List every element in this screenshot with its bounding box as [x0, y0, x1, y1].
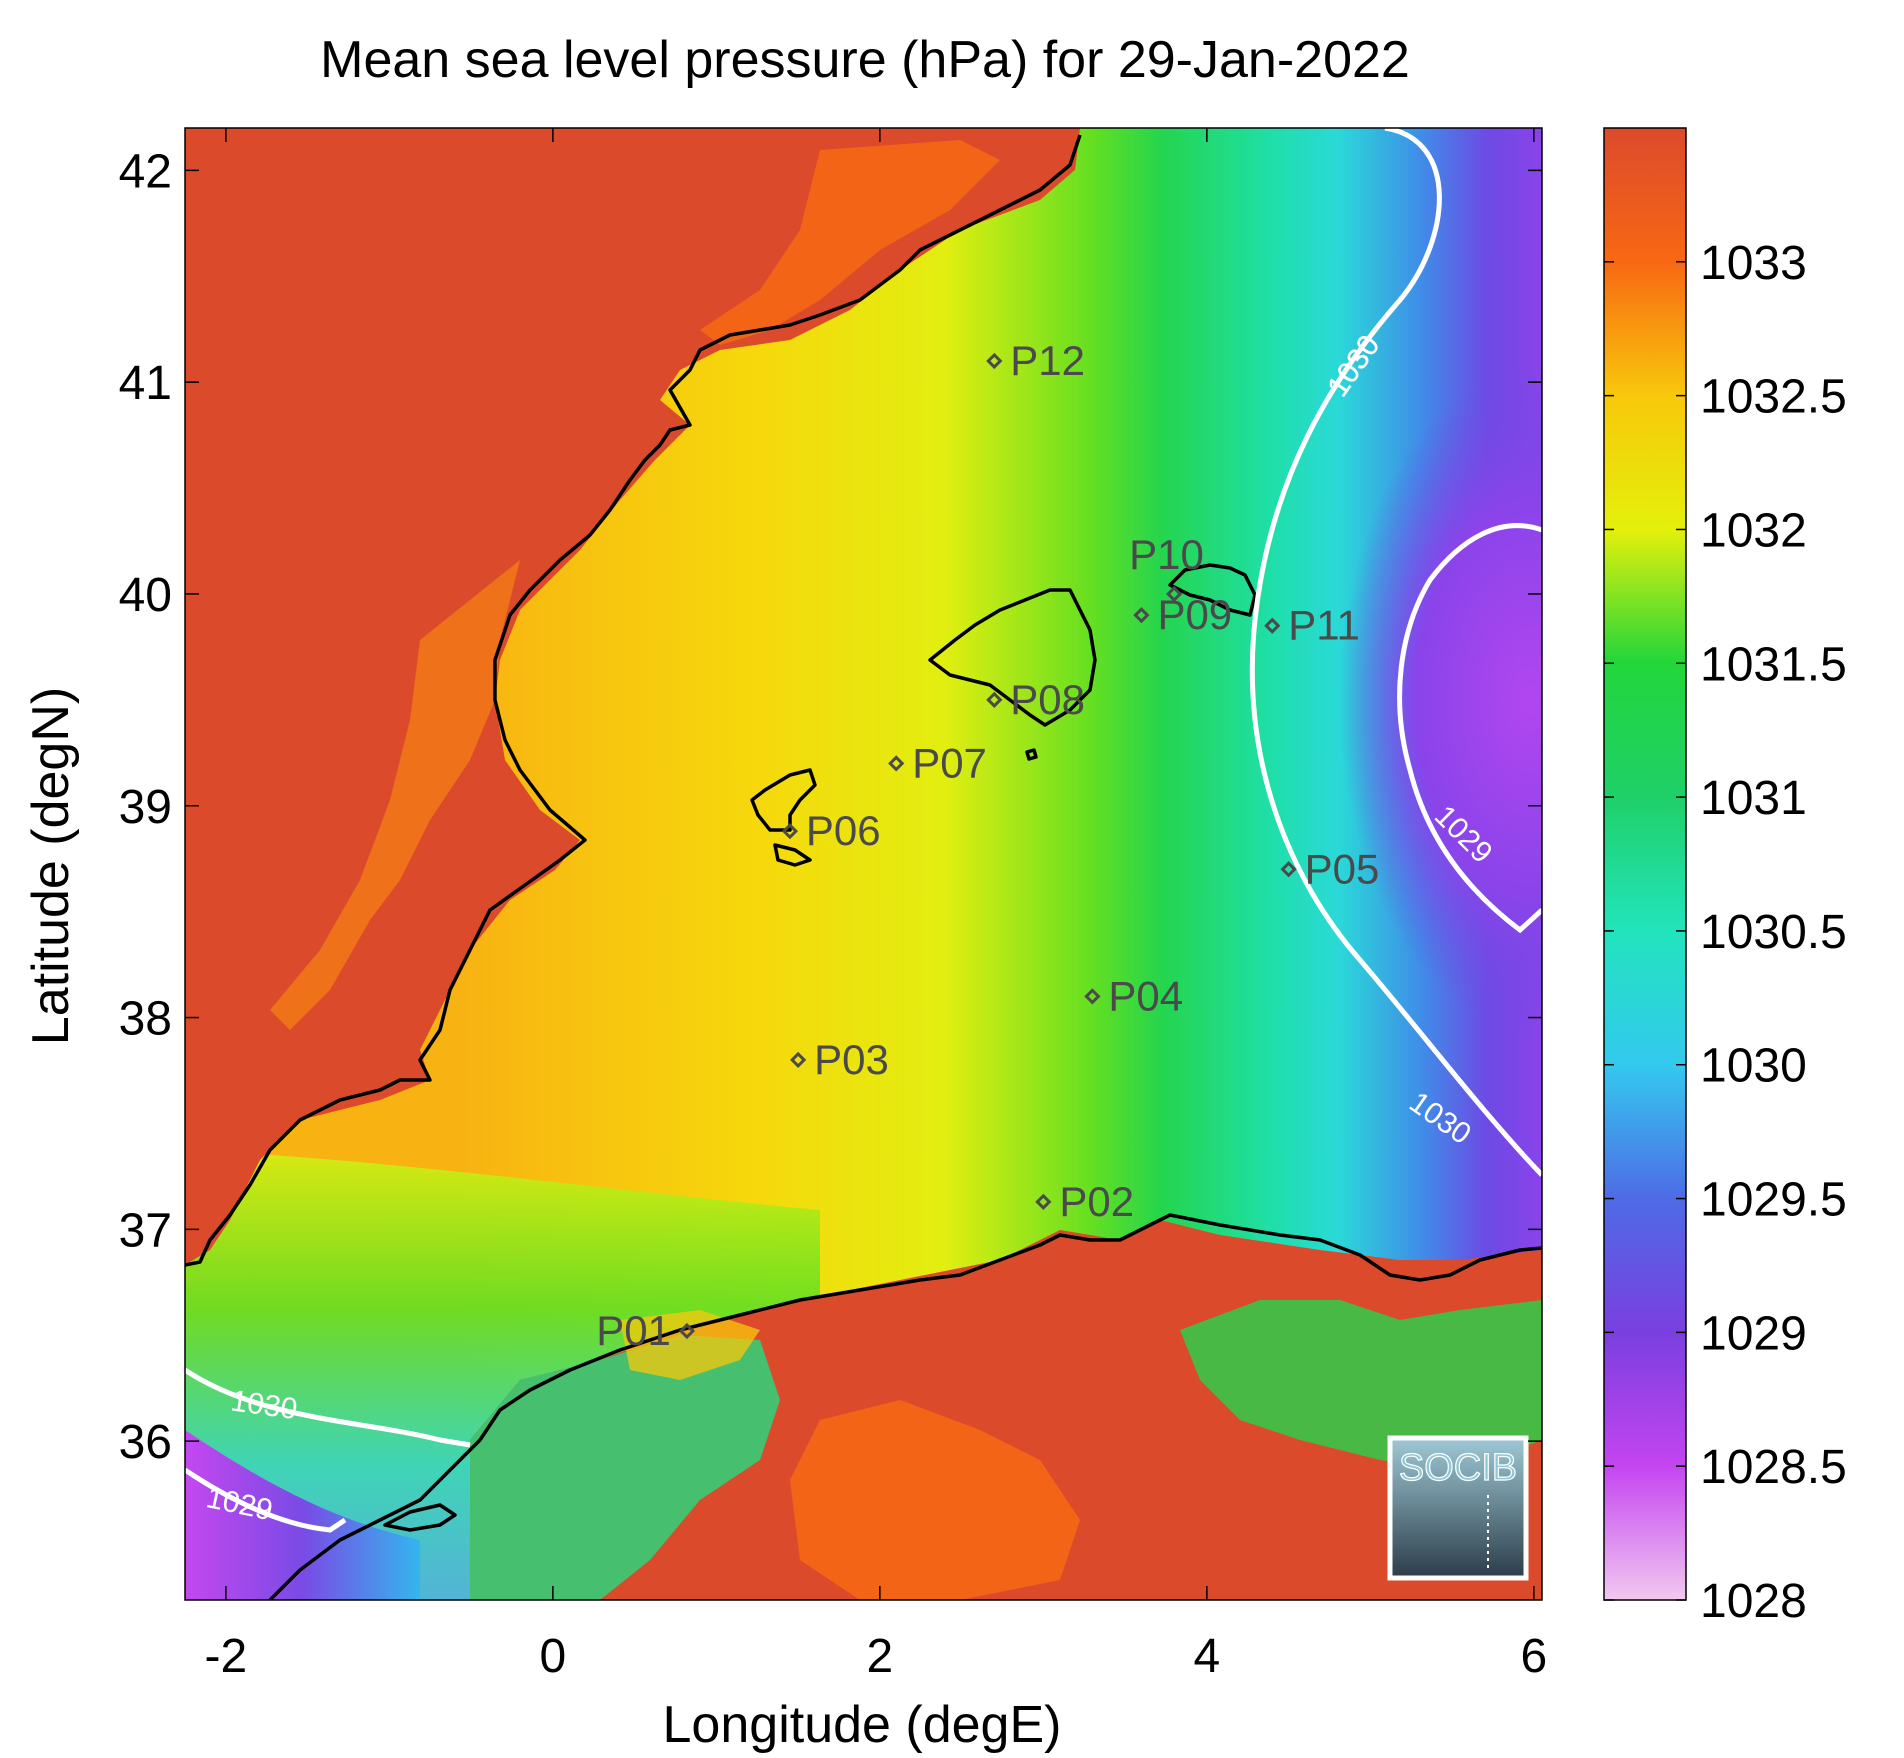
land-africa-green-east	[1180, 1300, 1542, 1470]
x-tick-label: 0	[540, 1630, 567, 1683]
coastline-africa	[268, 1213, 1542, 1600]
colorbar-tick-label: 1030	[1700, 1040, 1807, 1093]
station-marker-icon	[888, 755, 905, 772]
colorbar-tick-label: 1029.5	[1700, 1174, 1847, 1227]
colorbar-tick-label: 1032	[1700, 504, 1807, 557]
y-axis-label: Latitude (degN)	[22, 687, 80, 1045]
colorbar: 1033 1032.5 1032 1031.5 1031 1030.5 1030 1029.5…	[1603, 127, 1847, 1628]
station-marker-icon	[678, 1322, 696, 1340]
station-p12: P12	[986, 337, 1085, 384]
land-africa-green-west	[470, 1335, 780, 1600]
station-label: P10	[1129, 531, 1204, 578]
y-tick-label: 42	[119, 145, 172, 198]
coastline-alboran-island	[383, 1503, 457, 1532]
x-tick-label: 4	[1193, 1630, 1220, 1683]
isobar-contours	[185, 128, 1542, 1533]
station-label: P05	[1305, 845, 1380, 892]
x-tick-label: -2	[205, 1630, 248, 1683]
station-label: P02	[1059, 1178, 1134, 1225]
x-axis-ticks: -2 0 2 4 6	[205, 128, 1547, 1683]
socib-logo: SOCIB	[1387, 1435, 1529, 1581]
land-africa-yellow-patch	[620, 1310, 760, 1380]
colorbar-tick-label: 1031	[1700, 772, 1807, 825]
station-p05: P05	[1280, 845, 1380, 892]
station-p11: P11	[1264, 602, 1360, 649]
station-p04: P04	[1084, 972, 1183, 1019]
station-label: P08	[1010, 676, 1085, 723]
station-marker-icon	[1166, 585, 1183, 603]
land-africa-orange-patch	[790, 1400, 1080, 1600]
coastline-formentera	[773, 843, 812, 867]
colorbar-tick-label: 1028	[1700, 1575, 1807, 1628]
isobar-1029-east	[1397, 523, 1542, 934]
coastlines	[185, 134, 1542, 1600]
coastline-cabrera	[1025, 748, 1038, 761]
station-p06: P06	[781, 807, 881, 854]
station-label: P04	[1108, 972, 1183, 1019]
colorbar-gradient	[1603, 127, 1687, 1601]
station-p08: P08	[986, 676, 1085, 723]
station-p09: P09	[1133, 591, 1232, 638]
land-spain	[185, 128, 1080, 1265]
station-label: P03	[814, 1036, 889, 1083]
map-title: Mean sea level pressure (hPa) for 29-Jan…	[320, 31, 1410, 89]
southwest-low-area	[185, 1430, 420, 1600]
y-tick-label: 39	[119, 781, 172, 834]
station-marker-icon	[986, 352, 1003, 370]
land-spain-coastal-strip-2	[270, 560, 520, 1030]
plot-frame	[184, 127, 1543, 1601]
station-label: P09	[1157, 591, 1232, 638]
station-marker-icon	[1035, 1193, 1052, 1210]
station-p03: P03	[789, 1036, 889, 1083]
low-pressure-core	[1340, 370, 1542, 1030]
y-axis-ticks: 42 41 40 39 38 37 36	[119, 145, 1542, 1469]
colorbar-tick-label: 1029	[1700, 1307, 1807, 1360]
x-tick-label: 2	[866, 1630, 893, 1683]
y-tick-label: 37	[119, 1204, 172, 1257]
station-markers: P01 P02 P03 P04 P05 P06 P07 P08 P09 P10 P11 P12	[596, 337, 1379, 1354]
land-spain-coastal-strip	[700, 140, 1000, 345]
station-label: P06	[806, 807, 881, 854]
map-plot-area: 1030 1029 1030 1029 1030 P01P02P03P04P05…	[185, 128, 1542, 1600]
isobar-1030-east	[1249, 128, 1542, 1177]
colorbar-tick-label: 1031.5	[1700, 638, 1847, 691]
station-marker-icon	[781, 823, 799, 840]
coastline-mallorca	[928, 588, 1097, 727]
station-label: P12	[1010, 337, 1085, 384]
colorbar-tick-label: 1033	[1700, 237, 1807, 290]
station-label: P01	[596, 1307, 671, 1354]
coastline-spain	[185, 134, 1082, 1267]
colorbar-ticks: 1033 1032.5 1032 1031.5 1031 1030.5 1030 1029.5…	[1604, 237, 1847, 1628]
coastline-menorca	[1168, 563, 1257, 617]
x-axis-label: Longitude (degE)	[663, 1696, 1062, 1754]
y-tick-label: 38	[119, 993, 172, 1046]
colorbar-tick-label: 1030.5	[1700, 906, 1847, 959]
y-tick-label: 41	[119, 357, 172, 410]
colorbar-tick-label: 1028.5	[1700, 1441, 1847, 1494]
colorbar-tick-label: 1032.5	[1700, 371, 1847, 424]
station-label: P11	[1288, 602, 1360, 649]
station-p07: P07	[888, 739, 987, 786]
station-p10: P10	[1129, 531, 1204, 603]
station-marker-icon	[1133, 607, 1150, 624]
station-marker-icon	[986, 691, 1003, 708]
isobar-1030-southwest	[185, 1367, 471, 1448]
station-marker-icon	[789, 1051, 807, 1069]
x-tick-label: 6	[1520, 1630, 1547, 1683]
y-tick-label: 40	[119, 569, 172, 622]
isobar-1029-southwest	[185, 1467, 347, 1533]
socib-logo-text: SOCIB	[1399, 1447, 1517, 1489]
station-marker-icon	[1084, 988, 1101, 1005]
station-p01: P01	[596, 1307, 696, 1354]
station-p02: P02	[1035, 1178, 1134, 1225]
y-tick-label: 36	[119, 1416, 172, 1469]
station-label: P07	[912, 739, 987, 786]
station-marker-icon	[1264, 617, 1281, 634]
station-marker-icon	[1280, 861, 1297, 878]
coastline-ibiza	[750, 768, 817, 832]
